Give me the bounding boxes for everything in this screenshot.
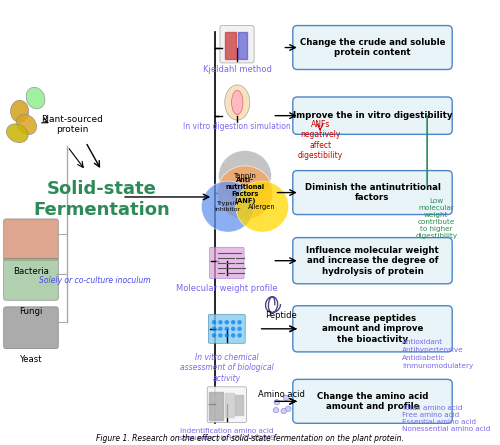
Circle shape	[212, 333, 216, 338]
Text: Antidiabetic: Antidiabetic	[402, 355, 446, 361]
Text: Amino acid: Amino acid	[258, 390, 305, 399]
Circle shape	[236, 181, 288, 232]
Text: Fungi: Fungi	[20, 307, 42, 316]
Circle shape	[274, 400, 280, 405]
Text: Kjeldahl method: Kjeldahl method	[203, 65, 272, 74]
FancyBboxPatch shape	[220, 25, 254, 63]
Bar	[224, 392, 234, 417]
Text: Tannin: Tannin	[234, 173, 256, 179]
Ellipse shape	[232, 90, 243, 114]
Circle shape	[286, 406, 291, 412]
Text: Influence molecular weight
and increase the degree of
hydrolysis of protein: Influence molecular weight and increase …	[306, 246, 439, 275]
Circle shape	[224, 327, 229, 331]
Circle shape	[238, 333, 242, 338]
Circle shape	[218, 333, 222, 338]
Circle shape	[281, 409, 286, 414]
Text: Figure 1. Research on the effect of solid-state fermentation on the plant protei: Figure 1. Research on the effect of soli…	[96, 434, 404, 443]
Circle shape	[224, 320, 229, 324]
Text: Indentification amino acid
sequence via HPLC-MS/MS: Indentification amino acid sequence via …	[179, 428, 274, 441]
FancyBboxPatch shape	[4, 307, 58, 348]
FancyBboxPatch shape	[208, 314, 245, 344]
FancyBboxPatch shape	[4, 259, 58, 300]
Text: Immunomodulatery: Immunomodulatery	[402, 363, 473, 369]
Text: Peptide: Peptide	[266, 311, 298, 320]
Bar	[238, 32, 248, 59]
Text: Bacteria: Bacteria	[13, 267, 49, 276]
Ellipse shape	[224, 85, 250, 120]
Bar	[224, 32, 236, 59]
Text: Solid-state
Fermentation: Solid-state Fermentation	[33, 180, 170, 218]
Circle shape	[218, 150, 272, 202]
FancyBboxPatch shape	[293, 306, 452, 352]
Text: In vitro digestion simulation: In vitro digestion simulation	[184, 122, 291, 131]
Text: Diminish the antinutritional
factors: Diminish the antinutritional factors	[304, 183, 440, 202]
Text: Essential amino acid: Essential amino acid	[402, 419, 476, 425]
Text: Antioxidant: Antioxidant	[402, 339, 443, 345]
Text: Antihypertensive: Antihypertensive	[402, 347, 464, 353]
Circle shape	[202, 181, 254, 232]
Text: Solely or co-culture inoculum: Solely or co-culture inoculum	[39, 276, 150, 285]
Text: Totall amino acid: Totall amino acid	[402, 405, 462, 411]
Circle shape	[273, 408, 278, 413]
Text: In vitro chemical
assessment of biological
activity: In vitro chemical assessment of biologic…	[180, 353, 274, 383]
Text: Nonessential amino acid: Nonessential amino acid	[402, 426, 490, 432]
Ellipse shape	[6, 124, 28, 143]
Circle shape	[231, 333, 235, 338]
Circle shape	[218, 320, 222, 324]
Text: Change the crude and soluble
protein content: Change the crude and soluble protein con…	[300, 38, 445, 57]
Circle shape	[212, 320, 216, 324]
Ellipse shape	[26, 87, 45, 109]
Circle shape	[218, 166, 272, 219]
Text: Anti-
nutritional
Factors
(ANF): Anti- nutritional Factors (ANF)	[226, 177, 264, 204]
Text: Yeast: Yeast	[20, 355, 42, 364]
Text: Increase peptides
amount and improve
the bioactivity: Increase peptides amount and improve the…	[322, 314, 423, 344]
Text: Plant-sourced
protein: Plant-sourced protein	[41, 115, 103, 134]
Text: Trypsin
inhibitor: Trypsin inhibitor	[214, 201, 241, 212]
Bar	[210, 392, 223, 420]
FancyBboxPatch shape	[293, 170, 452, 214]
Bar	[235, 395, 243, 415]
Text: Molecular weight profile: Molecular weight profile	[176, 284, 278, 293]
Text: ANFs
negatively
affect
digestibility: ANFs negatively affect digestibility	[298, 120, 343, 160]
Circle shape	[218, 327, 222, 331]
FancyBboxPatch shape	[293, 97, 452, 134]
Circle shape	[238, 327, 242, 331]
Text: Free amino acid: Free amino acid	[402, 412, 460, 418]
FancyBboxPatch shape	[293, 379, 452, 423]
Circle shape	[283, 395, 288, 401]
Circle shape	[212, 327, 216, 331]
FancyBboxPatch shape	[293, 238, 452, 284]
Circle shape	[231, 320, 235, 324]
Ellipse shape	[10, 100, 29, 122]
FancyBboxPatch shape	[4, 219, 58, 261]
Ellipse shape	[16, 114, 36, 134]
Text: Improve the in vitro digestibility: Improve the in vitro digestibility	[292, 111, 452, 120]
FancyBboxPatch shape	[207, 387, 246, 422]
Text: Low
molecular
weight
contribute
to higher
digestibility: Low molecular weight contribute to highe…	[415, 198, 458, 239]
FancyBboxPatch shape	[210, 247, 244, 279]
FancyBboxPatch shape	[293, 25, 452, 69]
Circle shape	[231, 327, 235, 331]
Text: Change the amino acid
amount and profile: Change the amino acid amount and profile	[317, 392, 428, 411]
Circle shape	[238, 320, 242, 324]
Text: Allergen: Allergen	[248, 204, 276, 210]
Circle shape	[224, 333, 229, 338]
